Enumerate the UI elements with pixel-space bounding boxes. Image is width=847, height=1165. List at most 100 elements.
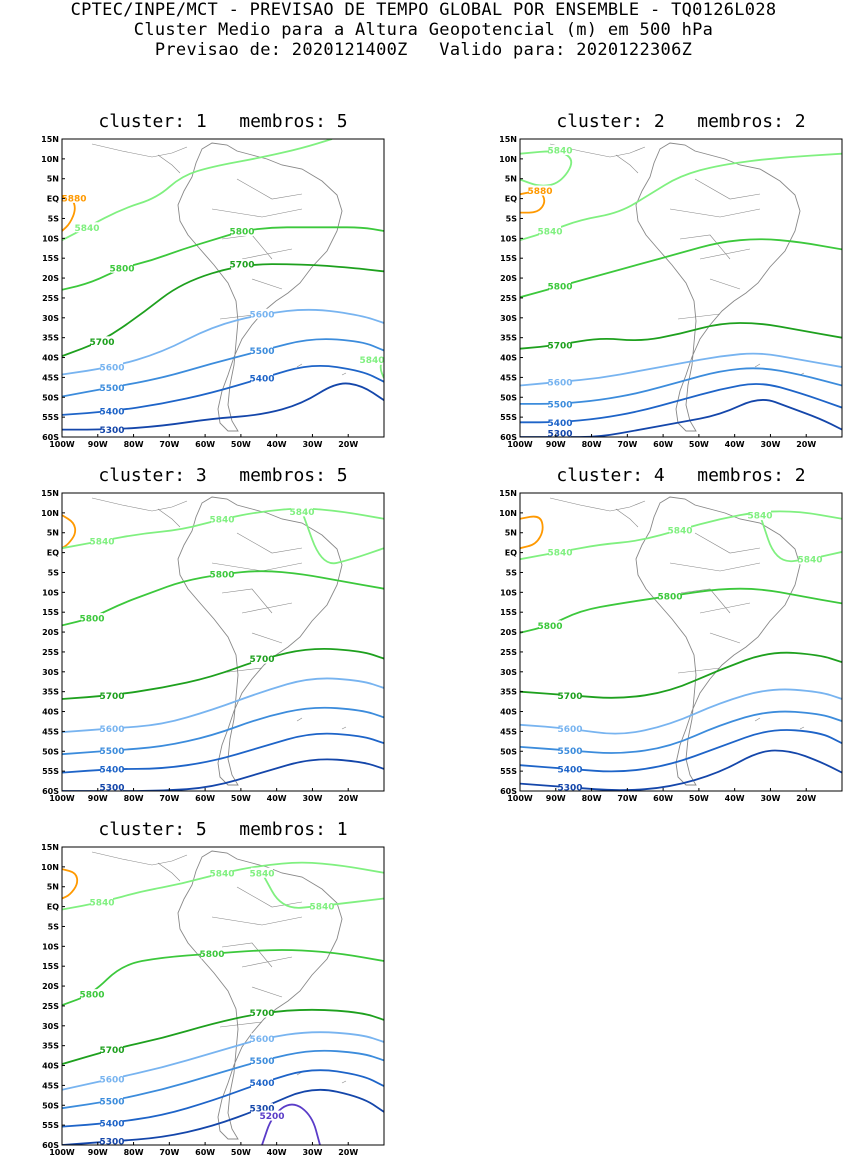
map-panel-cluster-3: cluster: 3 membros: 5 5840 5840 5840 5800 58… [0, 465, 390, 807]
longitude-label: 30W [302, 440, 322, 449]
latitude-label: 5S [48, 214, 60, 223]
border-line [296, 363, 347, 376]
contour-map: 5840 5840 5840 5800 5800 5700 5700 5600 5500 5400… [41, 489, 385, 803]
latitude-label: 20S [42, 274, 59, 283]
contour-5500 [62, 338, 384, 398]
latitude-label: 50S [42, 393, 59, 402]
border-line [754, 717, 805, 730]
longitude-label: 80W [582, 794, 602, 803]
contour-label-background [101, 1044, 123, 1055]
contour-label: 5600 [99, 725, 124, 735]
contour-label: 5800 [547, 283, 572, 293]
contour-5400 [62, 364, 384, 416]
contour-label-background [251, 1103, 273, 1114]
latitude-label: 10S [42, 588, 59, 597]
latitude-label: 40S [500, 354, 517, 363]
latitude-label: 10N [499, 155, 517, 164]
latitude-label: 55S [42, 1121, 59, 1130]
contour-label-background [101, 1136, 123, 1145]
contour-label: 5700 [249, 1009, 274, 1019]
panel-title: cluster: 5 membros: 1 [98, 819, 348, 840]
contour-label-background [361, 354, 383, 365]
contour-5400 [62, 732, 384, 774]
contour-5800 [62, 226, 384, 291]
contour-label: 5700 [547, 342, 572, 352]
longitude-label: 60W [653, 794, 673, 803]
contour-5400 [520, 729, 842, 773]
latitude-label: 25S [42, 1002, 59, 1011]
latitude-label: 10S [500, 588, 517, 597]
longitude-label: 30W [760, 440, 780, 449]
contour-label-background [559, 763, 581, 774]
contour-label: 5800 [229, 227, 254, 237]
longitude-label: 50W [689, 440, 709, 449]
longitude-label: 90W [546, 794, 566, 803]
longitude-label: 70W [159, 440, 179, 449]
latitude-label: 40S [42, 708, 59, 717]
contour-5300 [62, 1088, 384, 1145]
latitude-label: 30S [42, 314, 59, 323]
latitude-label: 45S [42, 1081, 59, 1090]
latitude-label: 10S [42, 234, 59, 243]
latitude-label: 15N [499, 489, 517, 498]
contour-label-background [549, 281, 571, 292]
map-frame [61, 846, 385, 1146]
contour-label: 5800 [657, 593, 682, 603]
longitude-label: 40W [725, 794, 745, 803]
contour-5840 [301, 511, 384, 565]
latitude-label: EQ [505, 195, 517, 204]
latitude-label: 60S [42, 1141, 59, 1150]
contour-label-background [251, 1077, 273, 1088]
longitude-label: 60W [195, 794, 215, 803]
contour-5700 [62, 648, 384, 700]
longitude-label: 80W [582, 440, 602, 449]
contour-label-background [63, 192, 85, 203]
contour-label-background [231, 259, 253, 270]
latitude-label: 15N [41, 489, 59, 498]
contour-5840 [520, 150, 573, 187]
latitude-label: 10N [41, 509, 59, 518]
longitude-label: 70W [617, 794, 637, 803]
contour-label-background [101, 745, 123, 756]
border-line [91, 497, 188, 528]
contour-label: 5840 [209, 869, 234, 879]
latitude-label: 5S [48, 568, 60, 577]
border-line [211, 886, 303, 1028]
longitude-label: 50W [689, 794, 709, 803]
longitude-label: 70W [617, 440, 637, 449]
contour-label-background [101, 1095, 123, 1106]
contour-label-background [231, 225, 253, 236]
latitude-label: 20S [500, 628, 517, 637]
contour-label: 5700 [249, 655, 274, 665]
contour-label-background [559, 745, 581, 756]
contour-label: 5600 [99, 364, 124, 374]
latitude-label: 60S [500, 433, 517, 442]
longitude-label: 30W [302, 794, 322, 803]
contour-label: 5800 [79, 615, 104, 625]
map-frame [519, 138, 843, 438]
contour-label: 5840 [667, 526, 692, 536]
longitude-label: 70W [159, 794, 179, 803]
contour-label-background [211, 568, 233, 579]
contour-label-background [251, 653, 273, 664]
contour-label: 5800 [537, 622, 562, 632]
contour-label: 5300 [99, 426, 124, 436]
contour-label: 5880 [527, 187, 552, 197]
contour-label: 5700 [99, 1046, 124, 1056]
contour-label: 5800 [209, 570, 234, 580]
contour-label-background [101, 406, 123, 417]
contour-5600 [62, 677, 384, 733]
contour-label-background [549, 145, 571, 156]
latitude-label: 5N [47, 883, 59, 892]
contour-label: 5500 [547, 400, 572, 410]
longitude-label: 20W [796, 440, 816, 449]
contour-label: 5840 [249, 869, 274, 879]
contour-label: 5840 [209, 515, 234, 525]
longitude-label: 60W [653, 440, 673, 449]
latitude-label: 15S [42, 254, 59, 263]
latitude-label: 35S [42, 1042, 59, 1051]
contour-label: 5500 [99, 747, 124, 757]
contour-5300 [62, 758, 384, 791]
contour-label: 5840 [547, 147, 572, 157]
latitude-label: 30S [500, 314, 517, 323]
